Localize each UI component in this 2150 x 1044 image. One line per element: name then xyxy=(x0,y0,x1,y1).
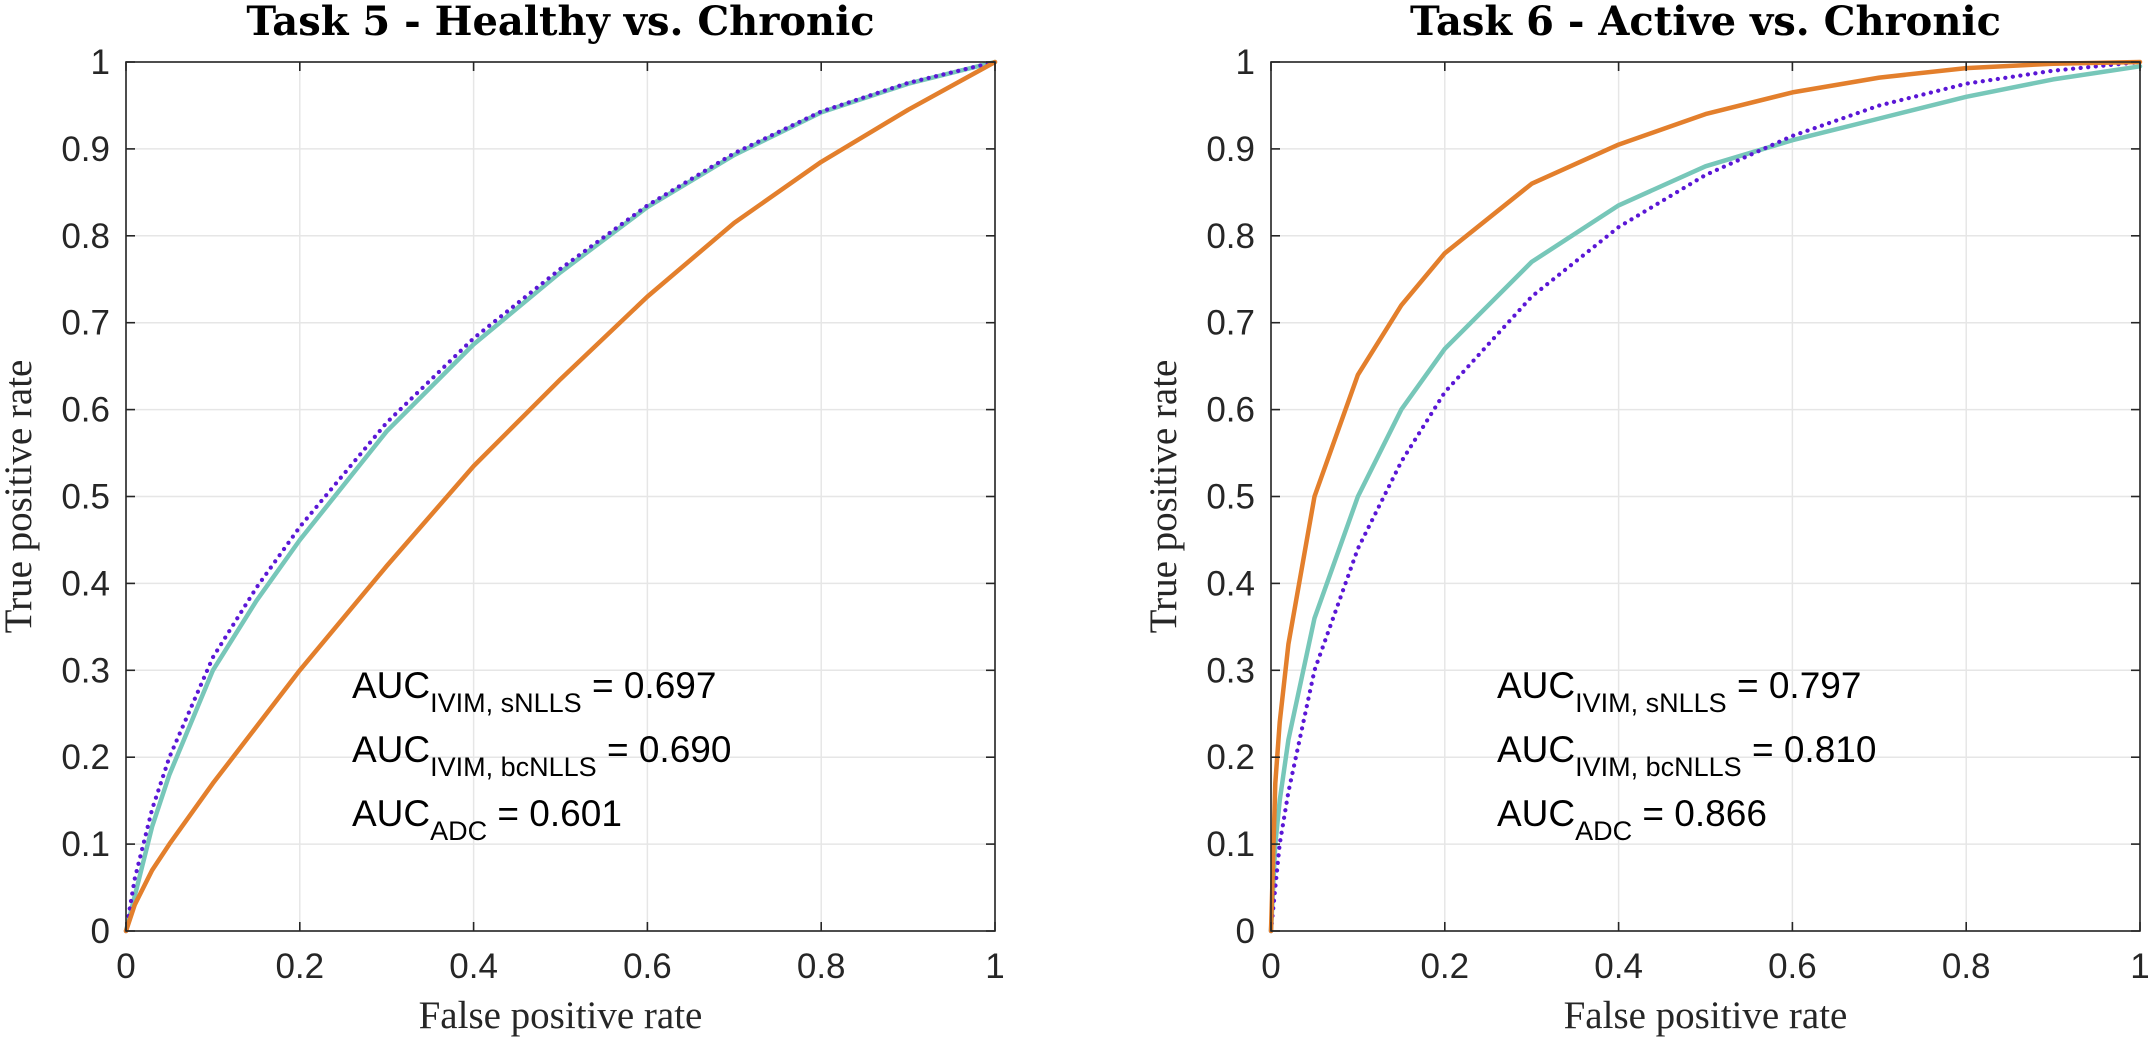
y-tick-label: 0.1 xyxy=(1206,825,1255,864)
chart-panel-2: 0 0.2 0.4 0.6 0.8 1 0 0.1 0.2 0.3 0.4 0.5 0.6 0.7 0.8 0… xyxy=(1142,0,2150,1037)
y-tick-label: 0.7 xyxy=(1206,304,1255,343)
series-line-ivim-bcnlls xyxy=(1268,59,2143,934)
y-tick-label: 0.2 xyxy=(1206,738,1255,777)
y-tick-label: 0 xyxy=(91,912,110,951)
y-tick-label: 0.5 xyxy=(61,478,110,517)
auc-main: AUC xyxy=(1497,665,1575,706)
y-tick-label: 0.5 xyxy=(1206,478,1255,517)
auc-value: = 0.697 xyxy=(582,665,717,706)
y-axis-label: True positive rate xyxy=(0,360,40,634)
x-tick-label: 0.8 xyxy=(1942,947,1991,986)
auc-annotation: AUCADC = 0.601 xyxy=(352,793,622,846)
series-line-adc xyxy=(1268,59,2143,934)
y-tick-label: 0.4 xyxy=(61,564,110,603)
chart-panel-1: 0 0.2 0.4 0.6 0.8 1 0 0.1 0.2 0.3 0.4 0.5 0.6 0.7 0.8 0… xyxy=(0,0,1005,1037)
series-line-ivim-snlls xyxy=(1268,64,2143,934)
auc-annotation: AUCIVIM, bcNLLS = 0.690 xyxy=(352,729,731,782)
x-tick-label: 0.2 xyxy=(1420,947,1469,986)
auc-value: = 0.601 xyxy=(487,793,622,834)
x-tick-label: 1 xyxy=(985,947,1004,986)
auc-main: AUC xyxy=(352,729,430,770)
x-tick-label: 0.6 xyxy=(623,947,672,986)
auc-value: = 0.866 xyxy=(1632,793,1767,834)
auc-main: AUC xyxy=(352,665,430,706)
auc-main: AUC xyxy=(352,793,430,834)
y-tick-label: 0.6 xyxy=(61,391,110,430)
auc-main: AUC xyxy=(1497,729,1575,770)
y-tick-label: 1 xyxy=(91,43,110,82)
auc-subscript: IVIM, sNLLS xyxy=(1575,688,1727,718)
y-tick-label: 0.9 xyxy=(61,130,110,169)
y-tick-label: 0.8 xyxy=(61,217,110,256)
y-axis-label: True positive rate xyxy=(1142,360,1185,634)
x-tick-label: 0.4 xyxy=(1594,947,1643,986)
auc-subscript: IVIM, sNLLS xyxy=(430,688,582,718)
chart-title: Task 6 - Active vs. Chronic xyxy=(1410,0,2001,45)
series-line-adc xyxy=(123,59,998,934)
x-axis-label: False positive rate xyxy=(419,994,703,1037)
auc-subscript: IVIM, bcNLLS xyxy=(430,752,597,782)
y-tick-label: 0.3 xyxy=(61,651,110,690)
auc-annotation: AUCADC = 0.866 xyxy=(1497,793,1767,846)
x-tick-label: 0 xyxy=(116,947,135,986)
auc-value: = 0.797 xyxy=(1727,665,1862,706)
auc-value: = 0.690 xyxy=(597,729,732,770)
x-tick-label: 0.4 xyxy=(449,947,498,986)
chart-title: Task 5 - Healthy vs. Chronic xyxy=(246,0,874,45)
y-tick-label: 0.4 xyxy=(1206,564,1255,603)
x-tick-label: 1 xyxy=(2130,947,2149,986)
y-tick-label: 0.8 xyxy=(1206,217,1255,256)
auc-main: AUC xyxy=(1497,793,1575,834)
auc-annotation: AUCIVIM, sNLLS = 0.697 xyxy=(352,665,716,718)
auc-subscript: IVIM, bcNLLS xyxy=(1575,752,1742,782)
auc-annotation: AUCIVIM, bcNLLS = 0.810 xyxy=(1497,729,1876,782)
auc-value: = 0.810 xyxy=(1742,729,1877,770)
auc-subscript: ADC xyxy=(430,816,487,846)
x-tick-label: 0 xyxy=(1261,947,1280,986)
y-tick-label: 0.7 xyxy=(61,304,110,343)
y-tick-label: 0.2 xyxy=(61,738,110,777)
y-tick-label: 1 xyxy=(1236,43,1255,82)
x-tick-label: 0.8 xyxy=(797,947,846,986)
x-tick-label: 0.6 xyxy=(1768,947,1817,986)
y-tick-label: 0.1 xyxy=(61,825,110,864)
x-tick-label: 0.2 xyxy=(275,947,324,986)
y-tick-label: 0.6 xyxy=(1206,391,1255,430)
y-tick-label: 0.9 xyxy=(1206,130,1255,169)
series-line-ivim-bcnlls xyxy=(123,59,998,934)
y-tick-label: 0.3 xyxy=(1206,651,1255,690)
auc-subscript: ADC xyxy=(1575,816,1632,846)
x-axis-label: False positive rate xyxy=(1564,994,1848,1037)
auc-annotation: AUCIVIM, sNLLS = 0.797 xyxy=(1497,665,1861,718)
y-tick-label: 0 xyxy=(1236,912,1255,951)
